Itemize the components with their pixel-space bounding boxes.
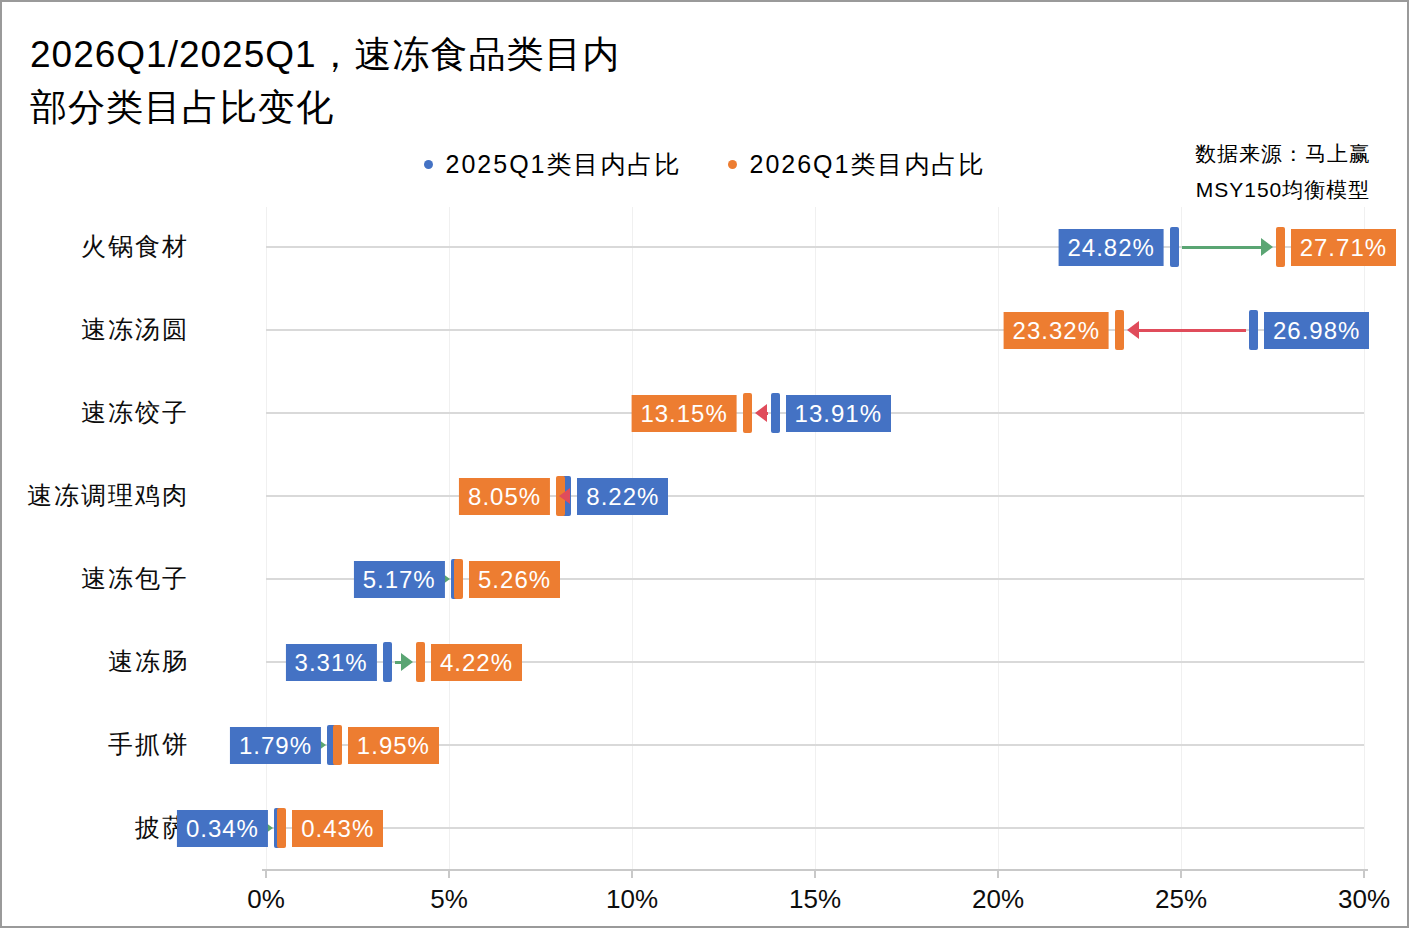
chart-page: 2026Q1/2025Q1，速冻食品类目内 部分类目占比变化 2025Q1类目内…: [0, 0, 1409, 928]
gridline-vertical: [266, 207, 267, 869]
category-label: 速冻汤圆: [2, 313, 189, 346]
x-axis-tick: [265, 871, 267, 878]
category-label: 速冻肠: [2, 645, 189, 678]
value-label-2025q1: 0.34%: [177, 810, 268, 847]
decrease-arrowhead-icon: [1127, 321, 1139, 339]
tick-2026q1: [277, 808, 286, 848]
value-label-2025q1: 5.17%: [354, 561, 445, 598]
tick-2025q1: [1170, 227, 1179, 267]
x-axis-tick: [1180, 871, 1182, 878]
tick-2026q1: [333, 725, 342, 765]
value-label-2026q1: 4.22%: [431, 644, 522, 681]
value-label-2025q1: 24.82%: [1059, 229, 1164, 266]
x-axis-label: 5%: [430, 884, 468, 915]
x-axis-label: 0%: [247, 884, 285, 915]
gridline-vertical: [1181, 207, 1182, 869]
value-label-2026q1: 0.43%: [292, 810, 383, 847]
x-axis-label: 30%: [1338, 884, 1390, 915]
x-axis-label: 25%: [1155, 884, 1207, 915]
category-baseline: [266, 495, 1364, 497]
x-axis-label: 15%: [789, 884, 841, 915]
value-label-2025q1: 26.98%: [1264, 312, 1369, 349]
increase-arrowhead-icon: [1261, 238, 1273, 256]
x-axis-line: [262, 869, 1368, 871]
category-label: 披萨: [2, 811, 189, 844]
category-label: 手抓饼: [2, 728, 189, 761]
tick-2025q1: [383, 642, 392, 682]
decrease-arrowhead-icon: [755, 404, 767, 422]
value-label-2025q1: 3.31%: [286, 644, 377, 681]
value-label-2025q1: 8.22%: [577, 478, 668, 515]
value-label-2026q1: 27.71%: [1291, 229, 1396, 266]
increase-arrow-line: [1182, 246, 1263, 249]
x-axis-label: 10%: [606, 884, 658, 915]
gridline-vertical: [815, 207, 816, 869]
value-label-2026q1: 8.05%: [459, 478, 550, 515]
x-axis-tick: [814, 871, 816, 878]
category-label: 速冻调理鸡肉: [2, 479, 189, 512]
tick-2026q1: [1276, 227, 1285, 267]
increase-arrowhead-icon: [401, 653, 413, 671]
decrease-arrowhead-icon: [559, 488, 570, 504]
x-axis-tick: [997, 871, 999, 878]
value-label-2026q1: 13.15%: [631, 395, 736, 432]
gridline-vertical: [998, 207, 999, 869]
value-label-2026q1: 1.95%: [348, 727, 439, 764]
tick-2025q1: [771, 393, 780, 433]
tick-2026q1: [1115, 310, 1124, 350]
decrease-arrow-line: [1137, 329, 1246, 332]
gridline-vertical: [632, 207, 633, 869]
x-axis-tick: [1363, 871, 1365, 878]
gridline-vertical: [1364, 207, 1365, 869]
tick-2026q1: [416, 642, 425, 682]
chart-plot-area: 0%5%10%15%20%25%30%火锅食材24.82%27.71%速冻汤圆2…: [2, 2, 1407, 926]
x-axis-tick: [448, 871, 450, 878]
value-label-2026q1: 23.32%: [1004, 312, 1109, 349]
gridline-vertical: [449, 207, 450, 869]
x-axis-tick: [631, 871, 633, 878]
tick-2025q1: [1249, 310, 1258, 350]
value-label-2026q1: 5.26%: [469, 561, 560, 598]
category-label: 速冻饺子: [2, 396, 189, 429]
category-baseline: [266, 827, 1364, 829]
category-label: 火锅食材: [2, 230, 189, 263]
tick-2026q1: [454, 559, 463, 599]
x-axis-label: 20%: [972, 884, 1024, 915]
value-label-2025q1: 13.91%: [786, 395, 891, 432]
value-label-2025q1: 1.79%: [230, 727, 321, 764]
category-label: 速冻包子: [2, 562, 189, 595]
tick-2026q1: [743, 393, 752, 433]
